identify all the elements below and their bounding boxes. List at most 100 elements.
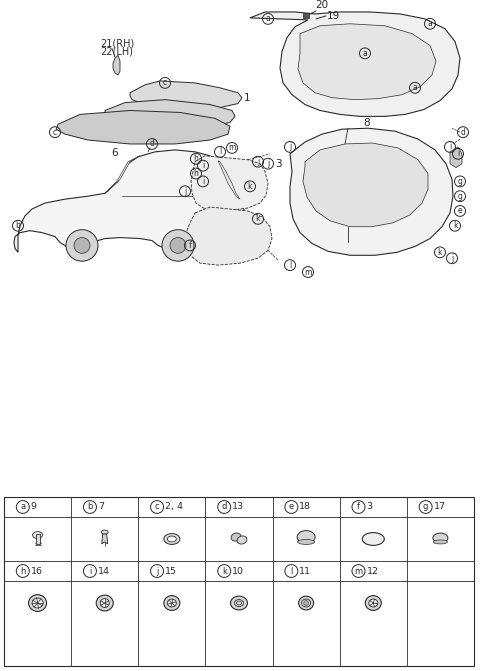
Circle shape <box>170 238 186 254</box>
Ellipse shape <box>299 596 313 610</box>
Text: 11: 11 <box>300 566 312 576</box>
Text: j: j <box>156 566 158 576</box>
Text: k: k <box>248 182 252 191</box>
Ellipse shape <box>235 600 243 607</box>
Text: l: l <box>289 260 291 270</box>
Ellipse shape <box>298 539 314 544</box>
Text: e: e <box>289 503 294 511</box>
Ellipse shape <box>168 536 176 542</box>
Text: i: i <box>457 150 459 158</box>
Text: m: m <box>228 144 236 152</box>
Text: i: i <box>202 177 204 186</box>
Polygon shape <box>186 207 272 265</box>
Polygon shape <box>56 111 230 144</box>
Ellipse shape <box>29 595 47 611</box>
Ellipse shape <box>369 599 378 607</box>
Text: 6: 6 <box>112 148 118 158</box>
Bar <box>4 497 474 666</box>
Bar <box>36 534 39 544</box>
Ellipse shape <box>365 596 381 611</box>
Circle shape <box>66 229 98 261</box>
Text: 13: 13 <box>232 503 244 511</box>
Text: 17: 17 <box>433 503 445 511</box>
Polygon shape <box>250 12 460 116</box>
Text: l: l <box>219 148 221 156</box>
Polygon shape <box>130 81 242 111</box>
Text: c: c <box>155 503 159 511</box>
Ellipse shape <box>96 595 113 611</box>
Text: 21(RH): 21(RH) <box>100 38 134 48</box>
Polygon shape <box>450 147 462 168</box>
Polygon shape <box>218 161 240 199</box>
Ellipse shape <box>301 599 311 607</box>
Polygon shape <box>303 143 428 227</box>
Text: i: i <box>202 161 204 170</box>
Text: d: d <box>222 503 227 511</box>
Text: a: a <box>362 49 367 58</box>
Text: 14: 14 <box>98 566 110 576</box>
Text: 3: 3 <box>275 158 282 168</box>
Text: 7: 7 <box>98 503 104 511</box>
Polygon shape <box>290 128 453 255</box>
Text: b: b <box>15 221 21 230</box>
Text: 1: 1 <box>244 93 251 103</box>
Text: j: j <box>257 157 259 166</box>
Text: 9: 9 <box>31 503 37 511</box>
Ellipse shape <box>297 531 315 544</box>
Text: 18: 18 <box>300 503 312 511</box>
Text: h: h <box>20 566 25 576</box>
Text: k: k <box>222 566 227 576</box>
Text: g: g <box>457 192 462 201</box>
Bar <box>303 13 309 18</box>
Ellipse shape <box>164 596 180 611</box>
Ellipse shape <box>433 533 448 543</box>
Text: 2, 4: 2, 4 <box>165 503 183 511</box>
Text: 16: 16 <box>31 566 43 576</box>
Circle shape <box>74 238 90 254</box>
Text: g: g <box>457 177 462 186</box>
Text: k: k <box>256 214 260 223</box>
Ellipse shape <box>100 599 109 607</box>
Text: c: c <box>163 79 167 87</box>
Text: f: f <box>357 503 360 511</box>
Polygon shape <box>298 23 436 100</box>
Text: d: d <box>150 140 155 148</box>
Text: 5: 5 <box>177 132 183 142</box>
Polygon shape <box>191 156 268 211</box>
Ellipse shape <box>168 599 176 607</box>
Text: 20: 20 <box>315 0 329 10</box>
Ellipse shape <box>237 601 241 605</box>
Text: m: m <box>304 268 312 276</box>
Polygon shape <box>14 150 244 252</box>
Ellipse shape <box>433 540 447 544</box>
Text: c: c <box>53 127 57 137</box>
Text: l: l <box>290 566 292 576</box>
Text: g: g <box>423 503 428 511</box>
Text: k: k <box>438 248 442 257</box>
Ellipse shape <box>32 598 43 608</box>
Ellipse shape <box>33 531 43 539</box>
Text: 19: 19 <box>327 11 340 21</box>
Text: j: j <box>184 187 186 196</box>
Polygon shape <box>105 156 140 193</box>
Text: a: a <box>265 14 270 23</box>
Text: 10: 10 <box>232 566 244 576</box>
Text: a: a <box>413 83 418 93</box>
Text: 15: 15 <box>165 566 177 576</box>
Text: i: i <box>89 566 91 576</box>
Ellipse shape <box>164 533 180 544</box>
Text: e: e <box>458 207 462 215</box>
Text: f: f <box>189 241 192 250</box>
Text: a: a <box>20 503 25 511</box>
Ellipse shape <box>230 596 248 610</box>
Circle shape <box>162 229 194 261</box>
Text: d: d <box>461 127 466 137</box>
Circle shape <box>304 601 309 605</box>
Text: i: i <box>449 142 451 152</box>
Ellipse shape <box>101 530 108 534</box>
Text: b: b <box>87 503 93 511</box>
Ellipse shape <box>362 533 384 546</box>
Text: h: h <box>193 169 198 178</box>
Text: 22(LH): 22(LH) <box>100 46 133 56</box>
Text: j: j <box>267 159 269 168</box>
